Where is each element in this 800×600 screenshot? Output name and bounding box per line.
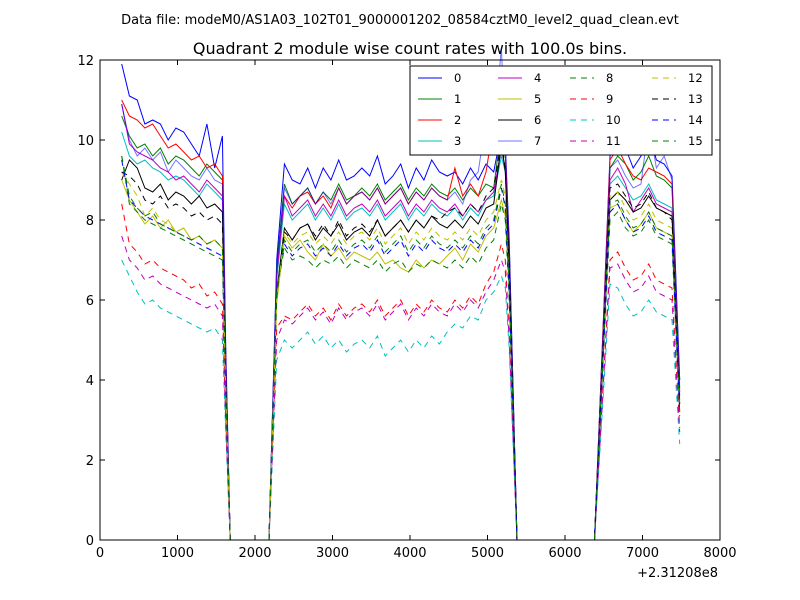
x-tick-label: 2000: [238, 546, 271, 561]
legend-label-7: 7: [534, 134, 541, 148]
series-line-14: [121, 159, 681, 541]
legend-label-10: 10: [606, 113, 621, 127]
legend-label-0: 0: [454, 71, 461, 85]
legend-label-5: 5: [534, 92, 541, 106]
x-offset-label: +2.31208e8: [637, 566, 718, 581]
series-line-4: [121, 103, 681, 541]
legend-label-2: 2: [454, 113, 461, 127]
series-line-3: [121, 131, 681, 541]
x-tick-label: 6000: [548, 546, 581, 561]
x-tick-label: 8000: [703, 546, 736, 561]
x-tick-label: 4000: [393, 546, 426, 561]
series-line-5: [121, 179, 681, 541]
x-tick-label: 5000: [471, 546, 504, 561]
y-tick-label: 8: [86, 214, 94, 229]
axes-layer: 0 1000 2000 3000 4000 5000 6000 7000 80000246810…: [77, 54, 736, 561]
x-tick-label: 1000: [161, 546, 194, 561]
y-tick-label: 6: [86, 294, 94, 309]
x-tick-label: 7000: [626, 546, 659, 561]
series-line-12: [121, 171, 681, 541]
chart-suptitle: Data file: modeM0/AS1A03_102T01_90000012…: [121, 13, 679, 28]
legend-label-13: 13: [688, 92, 703, 106]
legend-label-14: 14: [688, 113, 703, 127]
legend-label-9: 9: [606, 92, 613, 106]
y-tick-label: 4: [86, 374, 94, 389]
series-line-9: [121, 203, 681, 541]
series-line-2: [121, 99, 681, 541]
legend-box: [409, 65, 713, 156]
legend-label-8: 8: [606, 71, 613, 85]
y-tick-label: 12: [77, 54, 94, 69]
series-line-8: [121, 155, 681, 541]
series-line-1: [121, 115, 681, 541]
y-tick-label: 2: [86, 454, 94, 469]
legend-label-6: 6: [534, 113, 541, 127]
y-tick-label: 10: [77, 134, 94, 149]
legend-label-3: 3: [454, 134, 461, 148]
legend-label-12: 12: [688, 71, 703, 85]
x-tick-label: 0: [96, 546, 104, 561]
series-line-15: [121, 155, 681, 541]
legend-label-15: 15: [688, 134, 703, 148]
x-tick-label: 3000: [316, 546, 349, 561]
legend-label-4: 4: [534, 71, 541, 85]
y-tick-label: 0: [86, 534, 94, 549]
chart-title: Quadrant 2 module wise count rates with …: [193, 39, 627, 58]
legend-label-1: 1: [454, 92, 461, 106]
legend-label-11: 11: [606, 134, 621, 148]
